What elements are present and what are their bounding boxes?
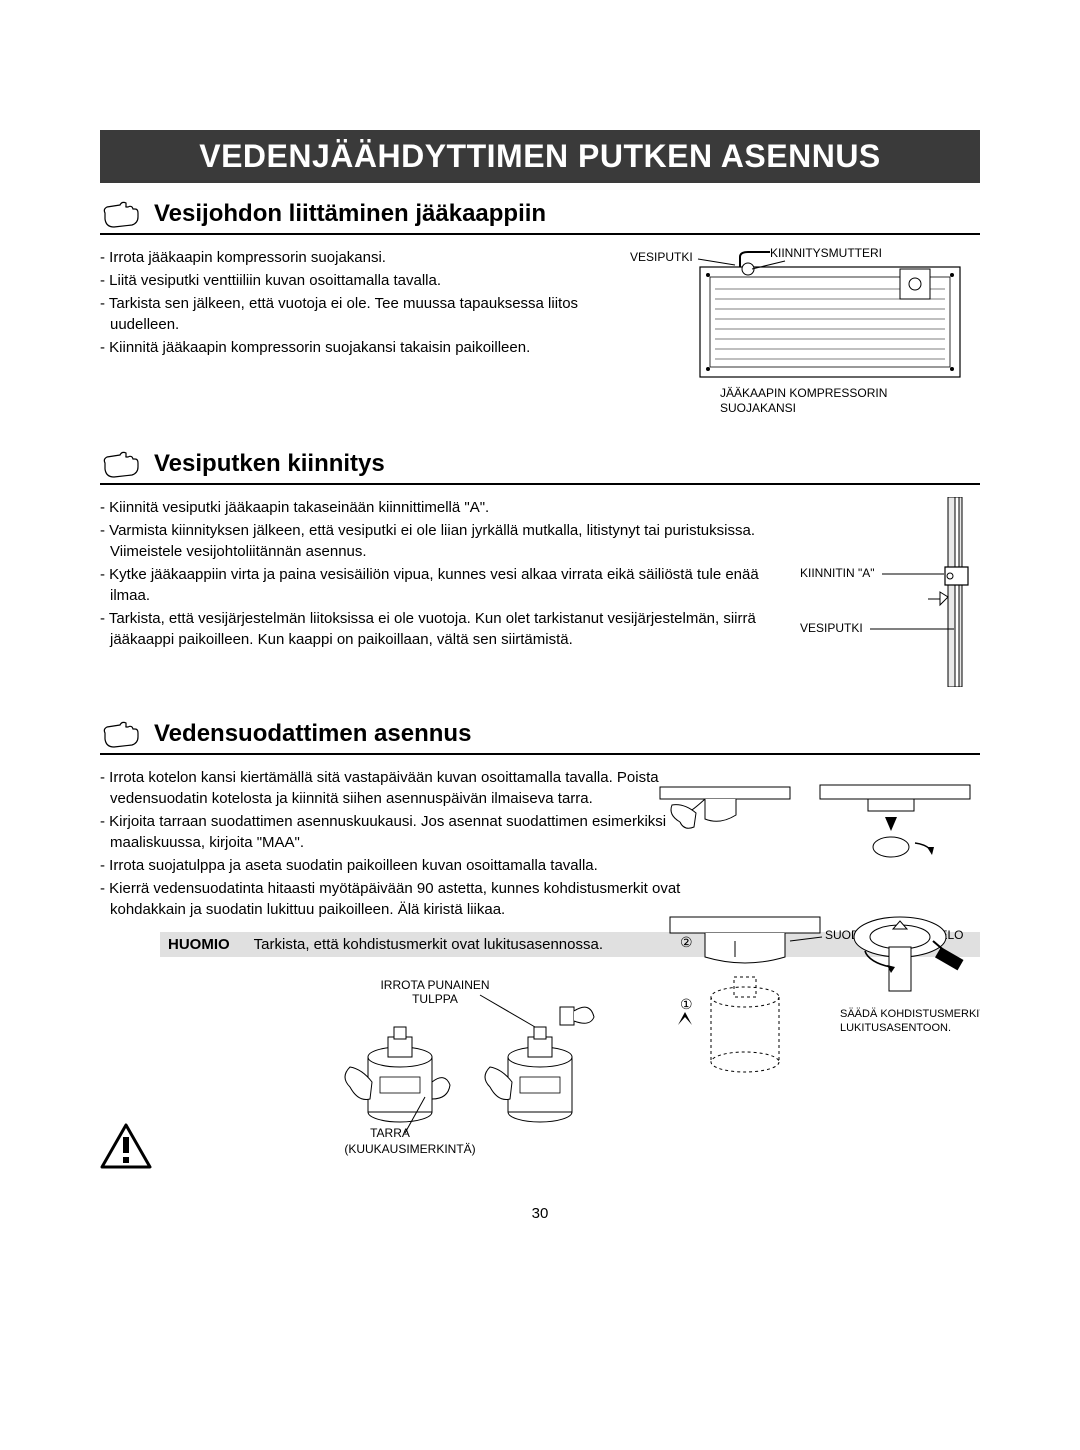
- label-vesiputki2: VESIPUTKI: [800, 621, 863, 635]
- pointing-hand-icon: [100, 197, 144, 231]
- section2-body: Kiinnitä vesiputki jääkaapin takaseinään…: [100, 497, 980, 687]
- filter-right-diagrams: ② ① SUODATTIMEN KOTELO SÄÄDÄ KOHDISTU: [650, 767, 980, 1162]
- section2-heading: Vesiputken kiinnitys: [154, 450, 385, 478]
- section1-bullets: Irrota jääkaapin kompressorin suojakansi…: [100, 247, 600, 417]
- label-suojakansi-l1: JÄÄKAAPIN KOMPRESSORIN: [720, 386, 887, 400]
- list-item: Varmista kiinnityksen jälkeen, että vesi…: [100, 520, 780, 562]
- list-item: Irrota kotelon kansi kiertämällä sitä va…: [100, 767, 690, 809]
- label-kuukausi: (KUUKAUSIMERKINTÄ): [344, 1142, 475, 1156]
- section3-bullets: Irrota kotelon kansi kiertämällä sitä va…: [100, 767, 690, 920]
- section2-diagram: KIINNITIN "A" VESIPUTKI: [800, 497, 980, 687]
- section3-body: Irrota kotelon kansi kiertämällä sitä va…: [100, 767, 980, 1197]
- section3-header: Vedensuodattimen asennus: [100, 717, 980, 755]
- label-suojakansi-l2: SUOJAKANSI: [720, 401, 796, 415]
- list-item: Kiinnitä vesiputki jääkaapin takaseinään…: [100, 497, 780, 518]
- section1-header: Vesijohdon liittäminen jääkaappiin: [100, 197, 980, 235]
- section2-header: Vesiputken kiinnitys: [100, 447, 980, 485]
- label-kiinnitin: KIINNITIN "A": [800, 566, 875, 580]
- section1-body: Irrota jääkaapin kompressorin suojakansi…: [100, 247, 980, 417]
- section1-diagram: VESIPUTKI KIINNITYSMUTTERI JÄÄKAAPIN KOM…: [620, 247, 980, 417]
- label-saada-l1: SÄÄDÄ KOHDISTUSMERKIT: [840, 1008, 980, 1020]
- section3-heading: Vedensuodattimen asennus: [154, 720, 471, 748]
- huomio-text: Tarkista, että kohdistusmerkit ovat luki…: [254, 936, 603, 953]
- label-vesiputki: VESIPUTKI: [630, 250, 693, 264]
- list-item: Kiinnitä jääkaapin kompressorin suojakan…: [100, 337, 600, 358]
- list-item: Tarkista, että vesijärjestelmän liitoksi…: [100, 608, 780, 650]
- list-item: Kirjoita tarraan suodattimen asennuskuuk…: [100, 811, 690, 853]
- list-item: Liitä vesiputki venttiiliin kuvan osoitt…: [100, 270, 600, 291]
- label-irrota-punainen: IRROTA PUNAINEN: [380, 978, 489, 992]
- label-kiinnitysmutteri: KIINNITYSMUTTERI: [770, 247, 882, 260]
- pointing-hand-icon: [100, 447, 144, 481]
- list-item: Tarkista sen jälkeen, että vuotoja ei ol…: [100, 293, 600, 335]
- section2-bullets: Kiinnitä vesiputki jääkaapin takaseinään…: [100, 497, 780, 687]
- list-item: Kierrä vedensuodatinta hitaasti myötäpäi…: [100, 878, 690, 920]
- page-number: 30: [100, 1205, 980, 1222]
- label-saada-l2: LUKITUSASENTOON.: [840, 1022, 951, 1034]
- list-item: Irrota jääkaapin kompressorin suojakansi…: [100, 247, 600, 268]
- step-number-2: ②: [680, 934, 693, 950]
- filter-cap-diagram: IRROTA PUNAINEN TULPPA: [310, 977, 690, 1137]
- label-tulppa: TULPPA: [412, 992, 458, 1006]
- list-item: Irrota suojatulppa ja aseta suodatin pai…: [100, 855, 690, 876]
- warning-icon: [100, 1123, 152, 1169]
- section1-heading: Vesijohdon liittäminen jääkaappiin: [154, 200, 546, 228]
- step-number-1: ①: [680, 996, 693, 1012]
- page-title-bar: VEDENJÄÄHDYTTIMEN PUTKEN ASENNUS: [100, 130, 980, 183]
- pointing-hand-icon: [100, 717, 144, 751]
- page-title: VEDENJÄÄHDYTTIMEN PUTKEN ASENNUS: [199, 138, 881, 174]
- list-item: Kytke jääkaappiin virta ja paina vesisäi…: [100, 564, 780, 606]
- label-tarra: TARRA: [370, 1126, 410, 1140]
- huomio-label: HUOMIO: [168, 936, 230, 953]
